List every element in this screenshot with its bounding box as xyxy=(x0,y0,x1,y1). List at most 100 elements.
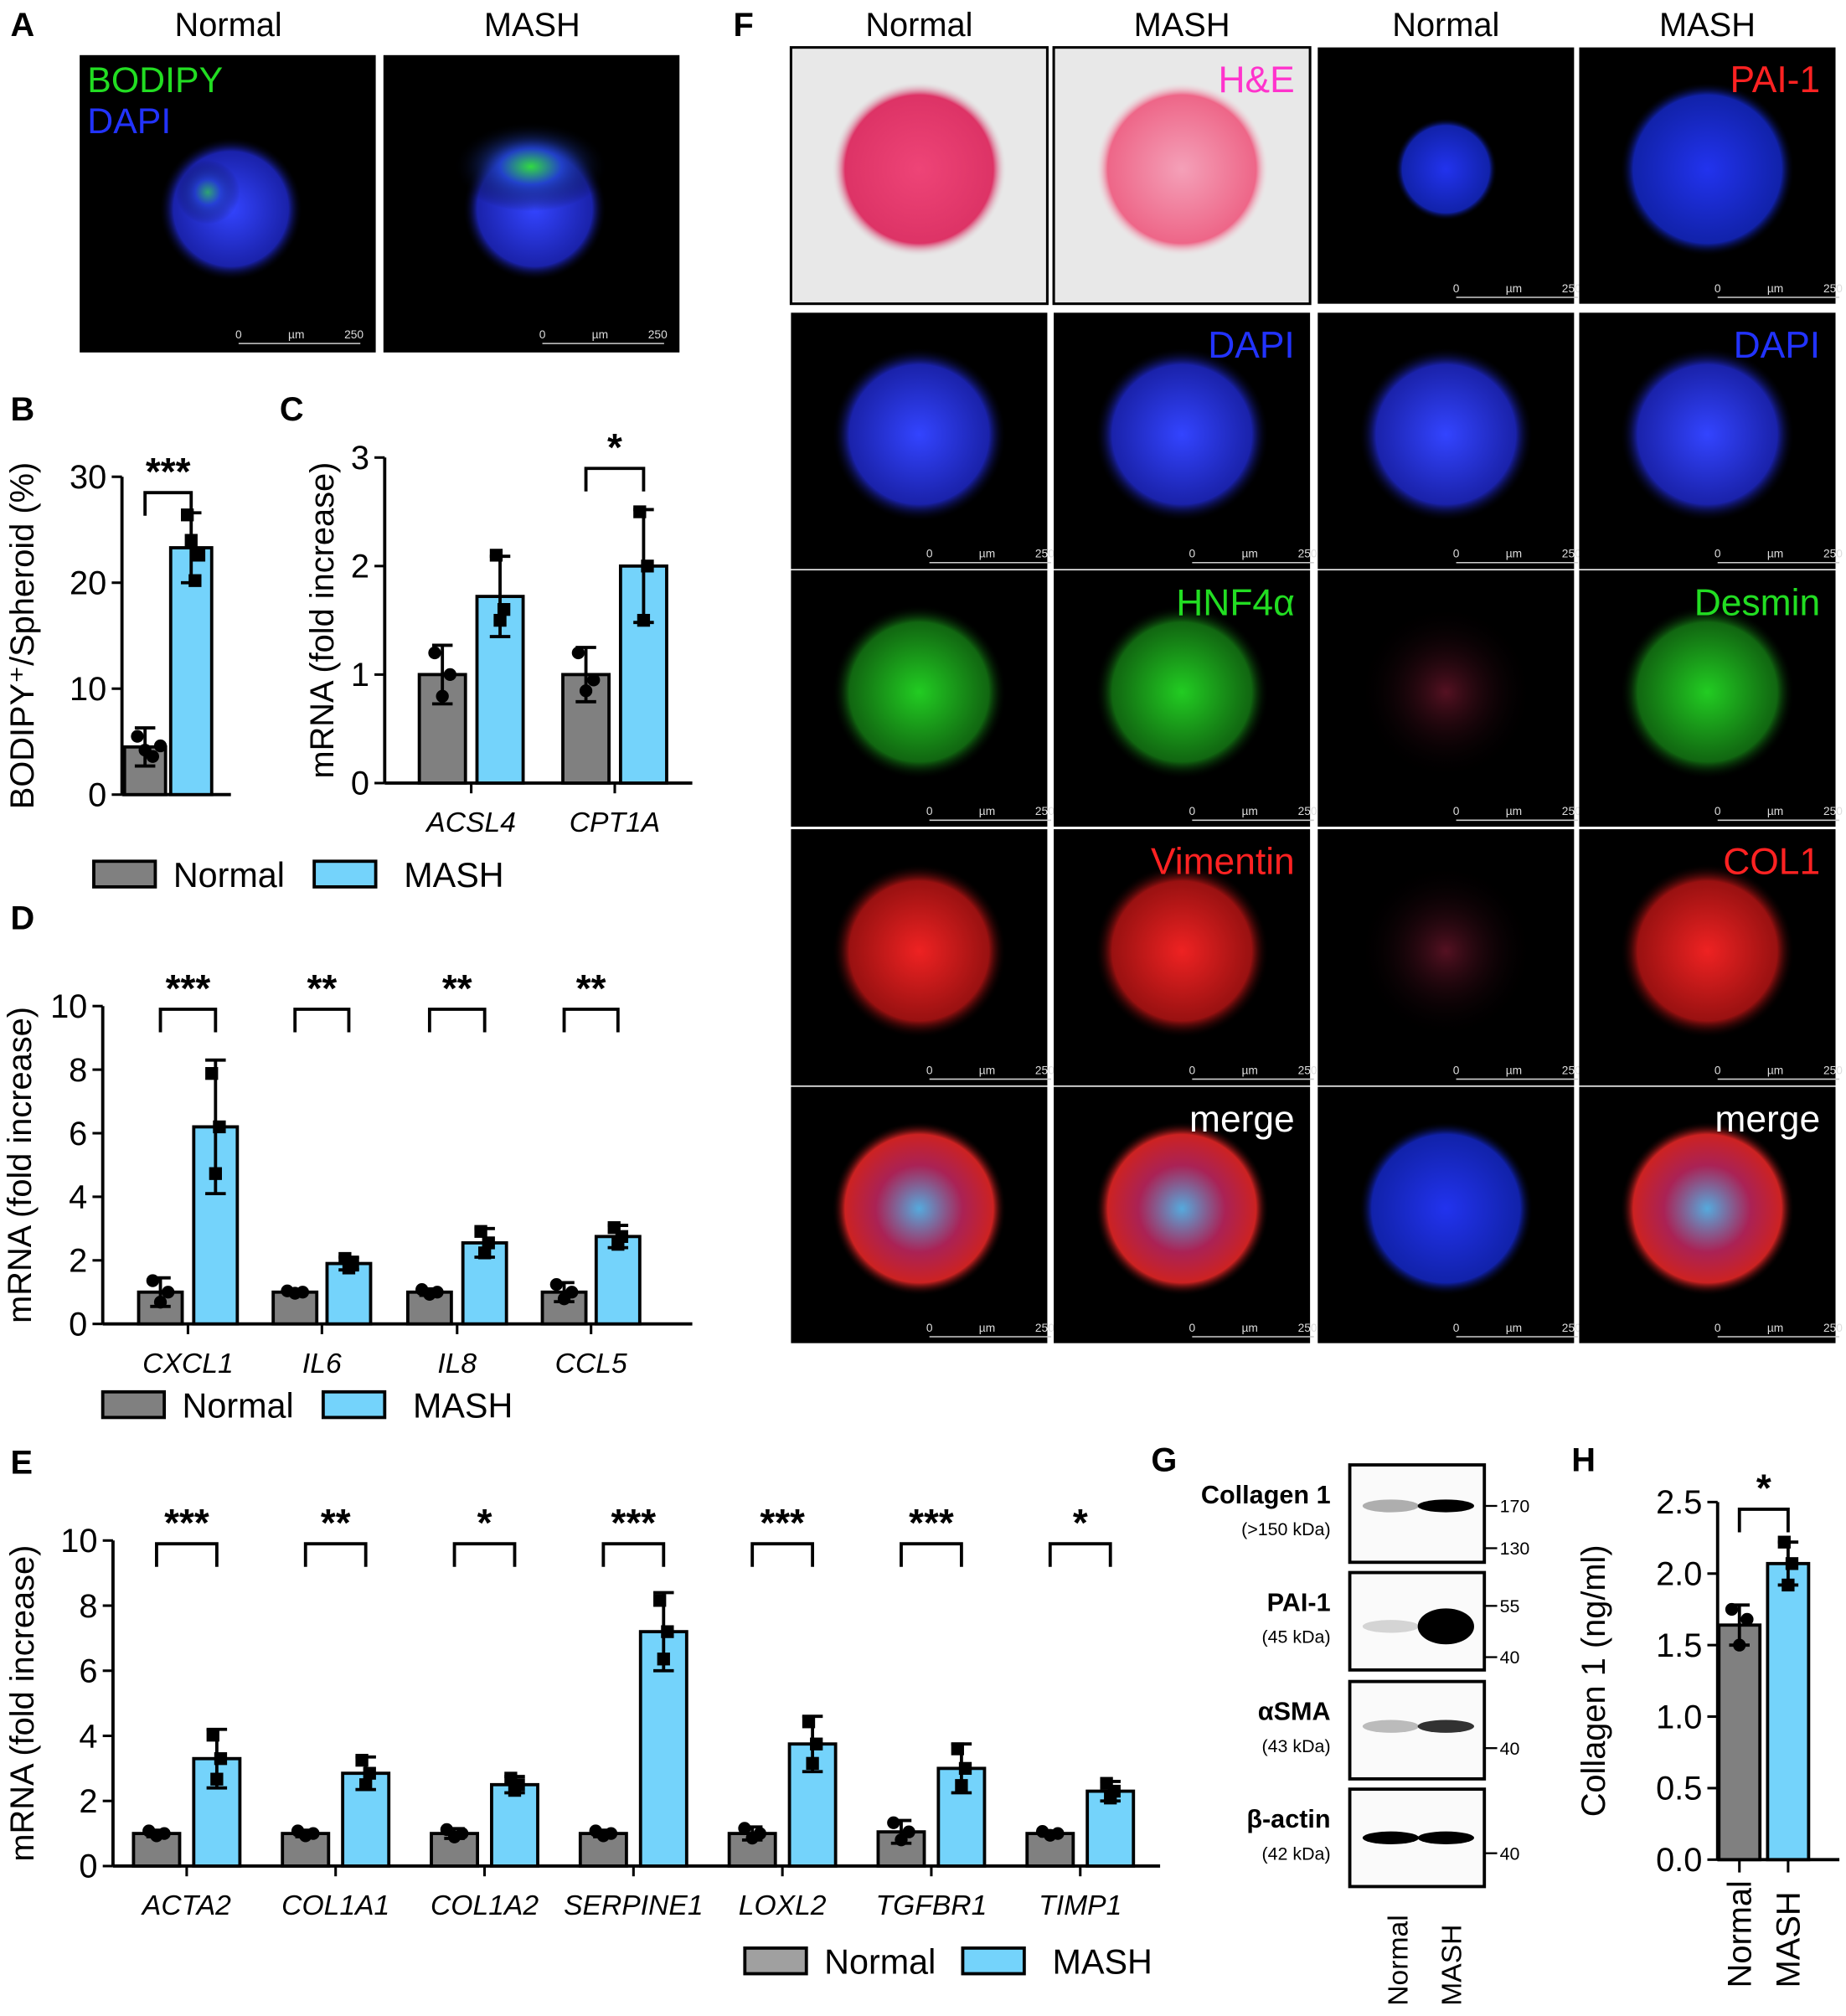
scale-bar-label: 0 xyxy=(1453,805,1460,817)
spheroid xyxy=(1095,347,1270,522)
scale-bar-label: 250 xyxy=(1823,548,1843,560)
data-point xyxy=(355,1753,369,1767)
x-tick-label: ACTA2 xyxy=(141,1890,231,1921)
spheroid xyxy=(832,864,1007,1039)
scale-bar-label: 0 xyxy=(1715,805,1721,817)
protein-size: (>150 kDa) xyxy=(1241,1519,1331,1539)
data-point xyxy=(213,1120,226,1134)
scale-bar-label: µm xyxy=(1767,282,1783,295)
band xyxy=(1417,1499,1474,1513)
significance-stars: * xyxy=(1073,1501,1088,1544)
scale-bar-label: µm xyxy=(288,328,304,341)
band xyxy=(1362,1620,1420,1633)
data-point xyxy=(641,559,654,573)
scale-bar-label: µm xyxy=(1767,1322,1783,1334)
y-tick-label: 4 xyxy=(79,1718,97,1755)
panel-label-d: D xyxy=(10,900,34,936)
scale-bar-label: 0 xyxy=(1189,548,1196,560)
significance-bracket xyxy=(601,1542,666,1567)
data-point xyxy=(157,1827,171,1840)
y-tick-label: 30 xyxy=(70,459,106,496)
data-point xyxy=(895,1833,908,1847)
y-tick-label: 3 xyxy=(351,440,369,477)
significance-stars: *** xyxy=(166,967,211,1010)
bar-mash xyxy=(192,1125,240,1326)
x-tick-label: CXCL1 xyxy=(142,1348,234,1379)
panel-label-g: G xyxy=(1151,1442,1177,1479)
scale-bar-label: µm xyxy=(979,1322,995,1334)
scale-bar-label: 250 xyxy=(344,328,364,341)
stain-label: PAI-1 xyxy=(1730,59,1820,101)
scale-bar-label: 250 xyxy=(1823,282,1843,295)
scale-bar-label: 0 xyxy=(1453,548,1460,560)
data-point xyxy=(146,750,160,763)
y-axis-label: mRNA (fold increase) xyxy=(304,462,341,779)
stain-label: Desmin xyxy=(1694,582,1820,623)
data-point xyxy=(958,1761,972,1776)
x-tick-label: CPT1A xyxy=(570,807,660,838)
x-tick-label: ACSL4 xyxy=(425,807,516,838)
scale-bar-label: 0 xyxy=(1715,282,1721,295)
data-point xyxy=(802,1715,816,1729)
blot-2: αSMA (43 kDa) 40 xyxy=(1258,1679,1519,1781)
x-tick-label: COL1A1 xyxy=(281,1890,389,1921)
x-tick-label: IL8 xyxy=(437,1348,477,1379)
panel-f: Normal MASH Normal MASH H&E 0 µm 250 0 µm 250 PAI-1… xyxy=(789,7,1843,1343)
scale-bar-label: 0 xyxy=(1715,548,1721,560)
scale-bar-label: 0 xyxy=(926,1064,933,1076)
legend-swatch-normal xyxy=(743,1946,808,1976)
column-title: MASH xyxy=(484,7,580,44)
panel-label-h: H xyxy=(1571,1442,1596,1479)
significance-bracket xyxy=(900,1542,963,1567)
y-tick-label: 4 xyxy=(69,1179,87,1216)
y-tick-label: 2.0 xyxy=(1656,1556,1702,1593)
spheroid xyxy=(1620,1121,1795,1297)
bar-mash xyxy=(490,1782,539,1868)
lipid-droplets xyxy=(453,121,608,212)
data-point xyxy=(493,613,507,627)
significance-stars: ** xyxy=(321,1501,351,1544)
blot-3: β-actin (42 kDa) 40 xyxy=(1246,1787,1519,1889)
band xyxy=(1362,1720,1420,1733)
data-point xyxy=(162,1286,175,1299)
scale-bar-label: 0 xyxy=(235,328,242,341)
scale-bar-label: 250 xyxy=(1562,282,1581,295)
significance-bracket xyxy=(158,1008,218,1033)
scale-bar-label: 250 xyxy=(1823,805,1843,817)
y-tick-label: 8 xyxy=(69,1052,87,1089)
data-point xyxy=(1725,1602,1739,1616)
marker-label: 130 xyxy=(1500,1539,1530,1559)
significance-bracket xyxy=(750,1542,815,1567)
scale-bar-label: µm xyxy=(1506,282,1522,295)
band xyxy=(1362,1831,1420,1844)
data-point xyxy=(587,673,601,687)
protein-size: (42 kDa) xyxy=(1262,1843,1331,1864)
data-point xyxy=(431,1286,444,1299)
column-title: Normal xyxy=(1392,7,1499,44)
y-axis-label: BODIPY⁺/Spheroid (%) xyxy=(4,462,41,809)
legend-swatch-normal xyxy=(92,859,157,889)
blot-0: Collagen 1 (>150 kDa) 170 130 xyxy=(1201,1463,1530,1565)
data-point xyxy=(131,730,144,743)
y-tick-label: 0 xyxy=(88,776,106,813)
chart-c: 0 1 2 3 mRNA (fold increase) ACSL4 CPT1A * xyxy=(304,425,693,838)
spheroid xyxy=(1620,864,1795,1039)
y-tick-label: 10 xyxy=(60,1523,97,1560)
band xyxy=(1362,1499,1420,1513)
data-point xyxy=(346,1256,359,1271)
y-tick-label: 0 xyxy=(351,766,369,802)
bar-mash xyxy=(594,1235,642,1326)
scale-bar-label: 250 xyxy=(1298,1322,1317,1334)
data-point xyxy=(478,1246,492,1260)
scale-bar-label: 250 xyxy=(1035,548,1054,560)
marker-label: 55 xyxy=(1500,1596,1520,1616)
y-tick-label: 10 xyxy=(50,988,87,1025)
significance-bracket xyxy=(155,1542,219,1567)
stain-label: HNF4α xyxy=(1176,582,1294,623)
data-point xyxy=(1740,1612,1754,1627)
y-tick-label: 1 xyxy=(351,657,369,693)
data-point xyxy=(887,1816,900,1829)
significance-stars: *** xyxy=(909,1501,954,1544)
y-axis-label: mRNA (fold increase) xyxy=(4,1545,41,1862)
scale-bar-label: 0 xyxy=(1453,1322,1460,1334)
